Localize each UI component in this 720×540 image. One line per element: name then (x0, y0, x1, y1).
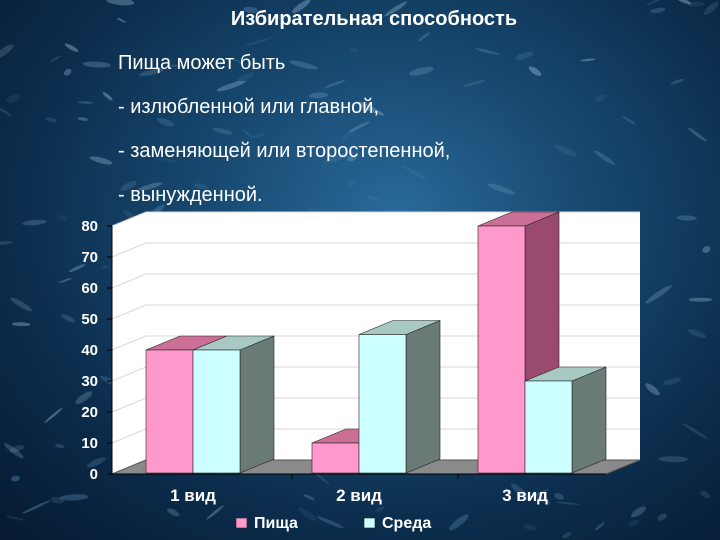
bar-side (571, 366, 607, 474)
legend-swatch (235, 517, 248, 529)
y-tick-label: 30 (81, 373, 98, 390)
bar (311, 442, 360, 474)
slide-title: Избирательная способность (230, 8, 518, 30)
bar-side (239, 335, 275, 474)
y-tick-label: 20 (81, 404, 98, 421)
bar (358, 334, 407, 474)
legend-label: Среда (382, 515, 431, 532)
y-tick-label: 80 (81, 218, 98, 235)
x-category-label: 1 вид (170, 486, 216, 505)
gridline (111, 304, 640, 320)
bullet-favorite: - излюбленной или главной, (118, 96, 380, 118)
y-tick-label: 10 (81, 435, 98, 452)
x-category-label: 3 вид (502, 486, 548, 505)
bullet-intro: Пища может быть (118, 52, 286, 74)
legend-swatch (363, 517, 376, 529)
bar-side (405, 320, 441, 474)
bar (524, 380, 573, 474)
y-tick-label: 60 (81, 280, 98, 297)
legend-label: Пища (254, 515, 298, 532)
bar (145, 349, 194, 474)
x-category-label: 2 вид (336, 486, 382, 505)
gridline (111, 242, 640, 258)
y-tick-label: 70 (81, 249, 98, 266)
y-tick-label: 50 (81, 311, 98, 328)
y-tick-label: 0 (90, 466, 98, 483)
bar (192, 349, 241, 474)
gridline (111, 335, 640, 351)
y-tick-label: 40 (81, 342, 98, 359)
bar (477, 225, 526, 474)
bullet-list: Пища может быть - излюбленной или главно… (118, 50, 450, 226)
gridline (111, 273, 640, 289)
bullet-forced: - вынужденной. (118, 184, 263, 206)
gridline (111, 211, 640, 227)
bullet-substitute: - заменяющей или второстепенной, (118, 140, 451, 162)
